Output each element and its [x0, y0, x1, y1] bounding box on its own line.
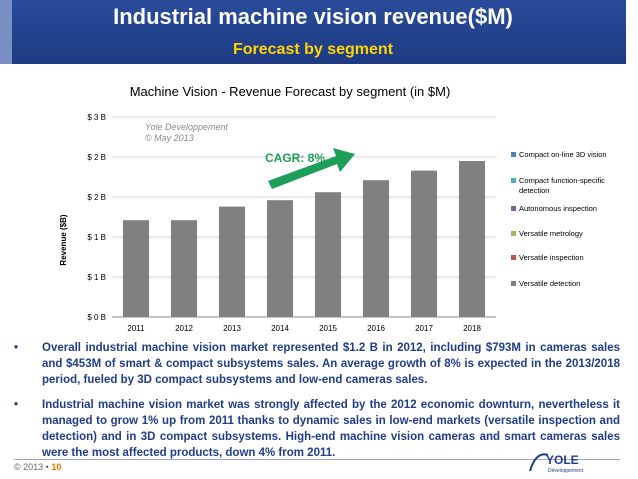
logo-swoosh-icon	[529, 453, 549, 472]
bullet-marker: •	[14, 399, 19, 411]
legend: Compact on-line 3D vision Compact functio…	[511, 150, 607, 288]
footer-divider	[14, 459, 620, 460]
x-tick-label: 2011	[127, 324, 145, 333]
legend-swatch	[511, 255, 516, 260]
y-tick-label: $ 2 B	[87, 153, 106, 162]
logo-name: YOLE	[546, 453, 579, 467]
bar	[267, 200, 293, 317]
revenue-chart: Machine Vision - Revenue Forecast by seg…	[59, 84, 607, 333]
slide-header: Industrial machine vision revenue($M) Fo…	[0, 0, 638, 64]
footer: © 2013 • 10	[14, 462, 61, 472]
page-number: 10	[51, 462, 62, 472]
legend-swatch	[511, 178, 516, 183]
legend-swatch	[511, 231, 516, 236]
cagr-annotation: CAGR: 8%	[265, 151, 325, 165]
y-axis-ticks: $ 0 B $ 1 B $ 1 B $ 2 B $ 2 B $ 3 B	[87, 113, 106, 322]
bullet-item: • Overall industrial machine vision mark…	[14, 340, 620, 388]
legend-label: Autonomous inspection	[519, 204, 597, 213]
y-tick-label: $ 0 B	[87, 313, 106, 322]
legend-swatch	[511, 281, 516, 286]
growth-arrow-icon	[268, 148, 355, 189]
legend-label: Compact function-specific detection	[519, 176, 605, 195]
x-tick-label: 2017	[415, 324, 433, 333]
bar	[219, 206, 245, 317]
yole-logo: YOLE Développement	[529, 453, 584, 474]
chart-title: Machine Vision - Revenue Forecast by seg…	[130, 84, 451, 99]
watermark-line-2: © May 2013	[145, 133, 194, 143]
bar	[123, 220, 149, 317]
x-tick-label: 2016	[367, 324, 385, 333]
y-tick-label: $ 1 B	[87, 233, 106, 242]
bullet-marker: •	[14, 342, 19, 354]
bullet-text: Overall industrial machine vision market…	[42, 342, 620, 386]
bar	[363, 180, 389, 317]
y-tick-label: $ 3 B	[87, 113, 106, 122]
gridlines	[112, 116, 496, 318]
bar	[459, 161, 485, 317]
watermark-line-1: Yole Developpement	[145, 122, 229, 132]
header-accent	[0, 0, 12, 64]
y-tick-label: $ 2 B	[87, 193, 106, 202]
bar	[171, 220, 197, 317]
y-tick-label: $ 1 B	[87, 273, 106, 282]
bullet-list: • Overall industrial machine vision mark…	[14, 340, 620, 461]
bar	[411, 170, 437, 317]
header-bar	[12, 0, 626, 64]
legend-label: Versatile inspection	[519, 253, 584, 262]
x-tick-label: 2012	[175, 324, 193, 333]
x-tick-label: 2018	[463, 324, 481, 333]
logo-tagline: Développement	[548, 468, 584, 474]
footer-copyright: © 2013 •	[14, 462, 49, 472]
slide-subtitle: Forecast by segment	[232, 41, 394, 58]
legend-swatch	[511, 152, 516, 157]
x-tick-label: 2015	[319, 324, 337, 333]
bar	[315, 192, 341, 317]
bullet-item: • Industrial machine vision market was s…	[14, 397, 620, 461]
legend-label: Versatile detection	[519, 279, 580, 288]
legend-label: Compact on-line 3D vision	[519, 150, 607, 159]
bullet-text: Industrial machine vision market was str…	[42, 399, 620, 459]
y-axis-label: Revenue ($B)	[59, 214, 68, 265]
x-tick-label: 2014	[271, 324, 289, 333]
x-axis-ticks: 2011 2012 2013 2014 2015 2016 2017 2018	[127, 324, 481, 333]
x-tick-label: 2013	[223, 324, 241, 333]
legend-label: Versatile metrology	[519, 229, 583, 238]
bars	[123, 161, 485, 317]
slide-title: Industrial machine vision revenue($M)	[113, 4, 513, 29]
legend-swatch	[511, 206, 516, 211]
